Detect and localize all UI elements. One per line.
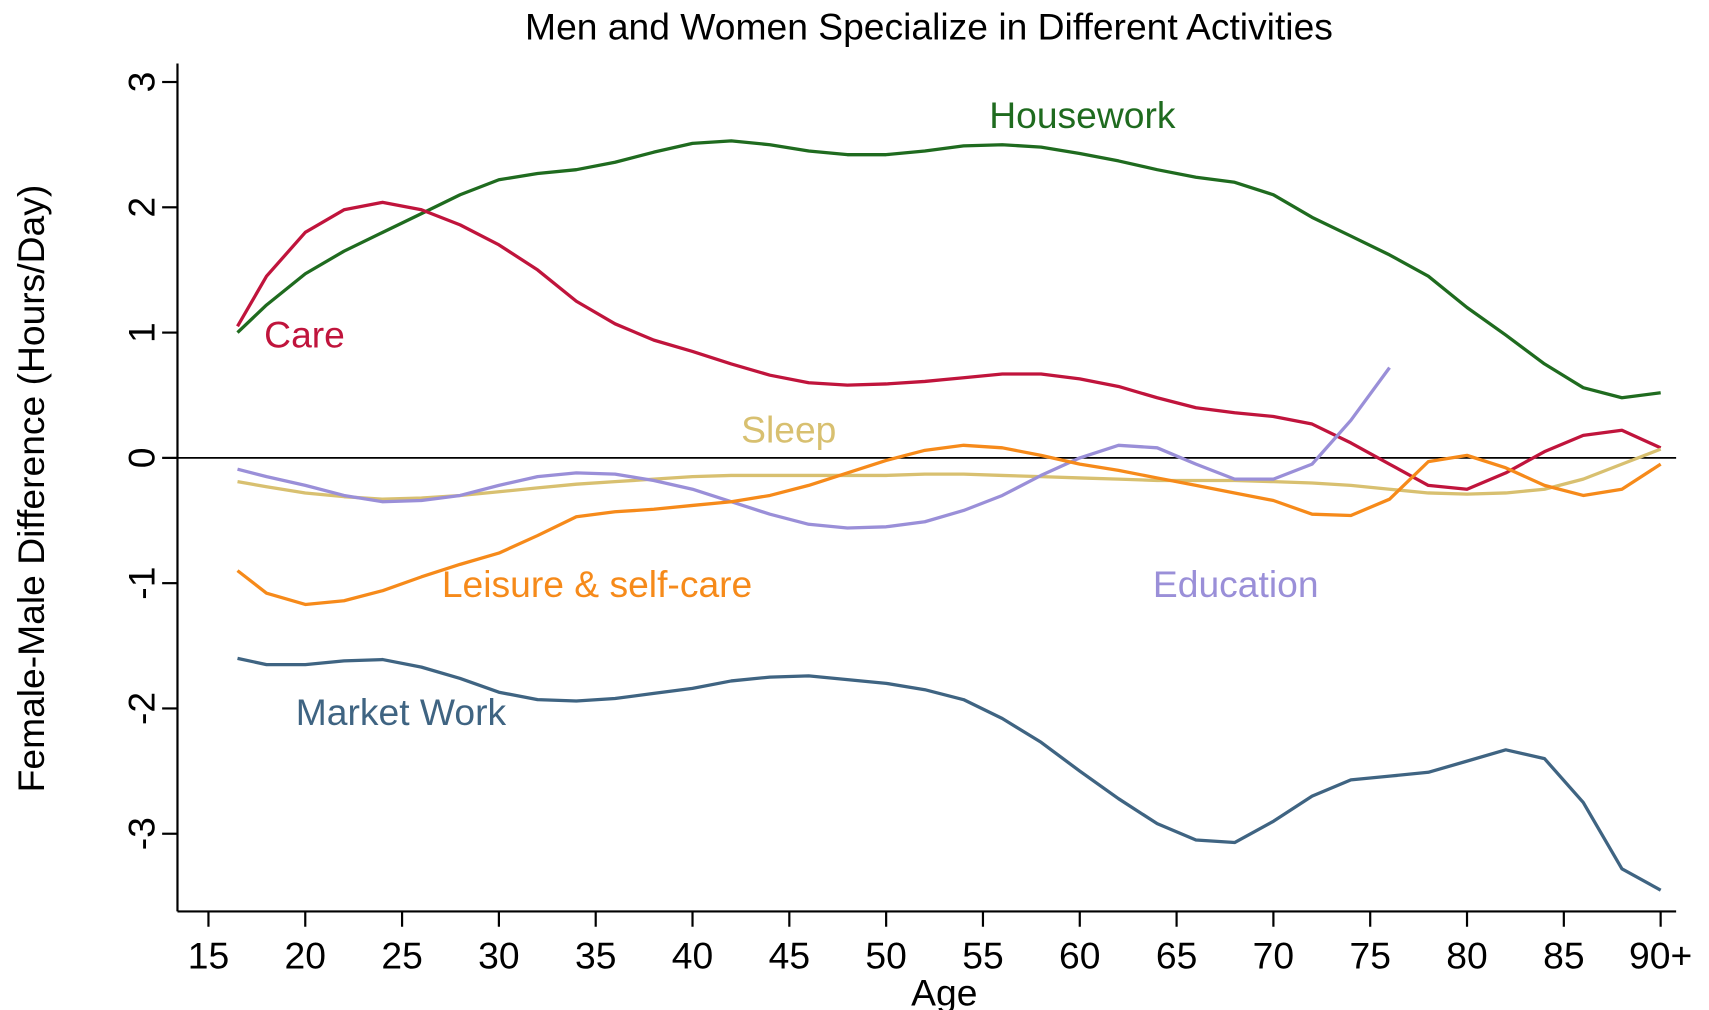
- series-line: [237, 656, 1662, 892]
- y-tick-label: -1: [120, 567, 162, 600]
- series-line: [237, 366, 1391, 530]
- series-label: Leisure & self-care: [442, 563, 752, 605]
- x-tick-label: 15: [188, 934, 229, 976]
- x-tick-label: 40: [672, 934, 713, 976]
- series-line: [236, 200, 1662, 491]
- x-tick-label: 20: [285, 934, 326, 976]
- x-tick-label: 85: [1543, 934, 1584, 976]
- series-label: Education: [1153, 563, 1319, 605]
- x-axis-title: Age: [911, 972, 977, 1010]
- y-tick-label: 1: [120, 322, 162, 343]
- x-tick-label: 50: [865, 934, 906, 976]
- series-label: Market Work: [296, 691, 507, 733]
- y-axis-title: Female-Male Difference (Hours/Day): [10, 185, 52, 793]
- x-tick-label: 45: [769, 934, 810, 976]
- series-label: Sleep: [741, 409, 836, 451]
- series-label: Housework: [989, 94, 1176, 136]
- y-tick-label: -3: [120, 817, 162, 850]
- y-tick-label: -2: [120, 692, 162, 725]
- y-tick-label: 0: [120, 448, 162, 469]
- x-tick-label: 25: [381, 934, 422, 976]
- x-tick-label: 90+: [1629, 934, 1692, 976]
- y-tick-label: 2: [120, 197, 162, 218]
- series-line: [236, 139, 1661, 400]
- x-tick-label: 80: [1446, 934, 1487, 976]
- chart-title: Men and Women Specialize in Different Ac…: [525, 5, 1333, 47]
- x-tick-label: 35: [575, 934, 616, 976]
- x-tick-label: 60: [1059, 934, 1100, 976]
- x-tick-label: 55: [962, 934, 1003, 976]
- series-label: Care: [264, 313, 345, 355]
- x-tick-label: 65: [1156, 934, 1197, 976]
- x-tick-label: 30: [478, 934, 519, 976]
- y-tick-label: 3: [120, 72, 162, 93]
- x-tick-label: 75: [1349, 934, 1390, 976]
- x-tick-label: 70: [1253, 934, 1294, 976]
- series-line: [236, 443, 1662, 607]
